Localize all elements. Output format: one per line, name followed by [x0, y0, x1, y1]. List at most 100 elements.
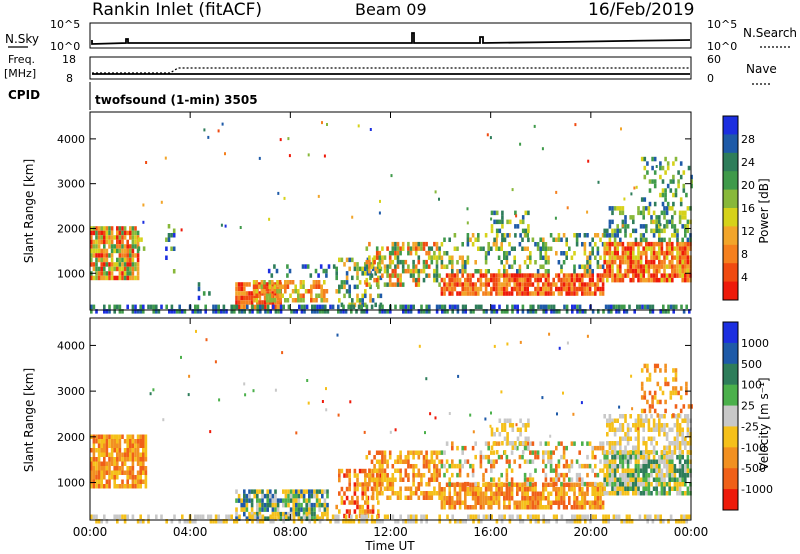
power-cell — [500, 260, 503, 265]
velocity-cell — [271, 493, 275, 499]
velocity-cell — [659, 386, 662, 391]
velocity-cell — [619, 427, 622, 432]
velocity-cell — [469, 491, 472, 496]
power-cell — [100, 262, 103, 267]
velocity-cell — [217, 514, 220, 519]
power-cell — [451, 260, 454, 265]
velocity-cell — [518, 487, 522, 492]
velocity-cell — [366, 486, 370, 492]
power-cell — [335, 271, 338, 276]
velocity-cell — [383, 514, 387, 519]
velocity-cell — [656, 399, 660, 405]
velocity-cell — [652, 455, 656, 460]
power-cell — [315, 284, 318, 289]
velocity-cell — [451, 500, 454, 505]
velocity-cell — [323, 489, 327, 494]
power-cell — [673, 246, 677, 251]
power-cell — [534, 286, 537, 292]
power-cell — [562, 277, 566, 283]
velocity-cell — [503, 496, 506, 501]
velocity-cell — [103, 461, 106, 466]
power-cell — [678, 273, 682, 278]
power-cell — [386, 268, 389, 274]
velocity-cell — [646, 377, 649, 382]
power-cell — [547, 255, 550, 260]
velocity-cell — [477, 491, 480, 496]
power-cell — [620, 304, 623, 310]
power-cell — [634, 273, 638, 278]
power-cell — [103, 257, 106, 263]
power-cell — [311, 309, 314, 314]
velocity-cell — [676, 486, 679, 491]
velocity-cell — [621, 436, 625, 441]
power-cell — [110, 275, 114, 281]
power-cell — [417, 273, 421, 278]
velocity-cell — [440, 487, 444, 492]
power-cell — [688, 309, 691, 314]
power-cell — [634, 259, 638, 265]
velocity-cell — [373, 519, 376, 524]
power-cell — [632, 215, 635, 220]
power-cell — [263, 284, 266, 289]
velocity-cell — [482, 454, 485, 460]
power-cell — [388, 250, 392, 256]
velocity-cell — [407, 455, 410, 460]
velocity-cell — [637, 477, 640, 482]
velocity-cell — [261, 498, 264, 503]
power-cell — [422, 277, 426, 283]
power-cell — [391, 241, 395, 247]
power-cell — [479, 269, 483, 274]
velocity-cell — [484, 487, 488, 492]
velocity-cell — [490, 500, 493, 505]
velocity-cell — [603, 450, 606, 455]
power-cell — [684, 224, 687, 229]
power-cell — [606, 268, 609, 274]
power-cell — [453, 277, 457, 283]
velocity-cell — [611, 477, 614, 482]
velocity-cell — [415, 514, 418, 519]
power-cell — [464, 304, 467, 310]
velocity-cell — [676, 418, 679, 423]
velocity-cell — [581, 481, 584, 487]
velocity-cell — [673, 414, 677, 419]
velocity-cell — [287, 489, 290, 494]
velocity-cell — [669, 395, 673, 400]
velocity-cell — [524, 423, 528, 428]
power-cell — [276, 280, 279, 285]
velocity-cell — [601, 505, 605, 510]
velocity-cell — [456, 519, 460, 524]
velocity-cell — [348, 477, 351, 483]
velocity-cell — [676, 468, 679, 473]
velocity-cell — [90, 484, 93, 489]
power-cell — [329, 304, 332, 310]
power-cell — [485, 309, 488, 314]
power-cell — [513, 260, 516, 265]
velocity-cell — [562, 391, 564, 395]
velocity-cell — [343, 513, 346, 519]
power-cell — [375, 255, 379, 260]
velocity-cell — [575, 459, 579, 464]
velocity-cell — [570, 505, 574, 510]
power-cell — [235, 282, 238, 287]
velocity-cell — [572, 412, 575, 416]
velocity-cell — [647, 450, 651, 455]
power-cell — [289, 280, 292, 285]
velocity-cell — [274, 493, 277, 499]
velocity-cell — [621, 468, 625, 473]
velocity-cell — [181, 514, 184, 519]
power-cell — [521, 237, 524, 242]
velocity-cell — [201, 514, 205, 519]
velocity-cell — [308, 519, 311, 524]
power-cell — [207, 135, 210, 139]
velocity-cell — [123, 519, 127, 524]
velocity-cell — [634, 427, 638, 432]
velocity-cell — [245, 507, 249, 512]
velocity-cell — [685, 386, 688, 391]
velocity-cell — [611, 455, 614, 460]
power-cell — [492, 277, 496, 283]
velocity-cell — [487, 454, 490, 460]
power-cell — [562, 233, 566, 238]
velocity-cell — [482, 496, 485, 501]
velocity-cell — [364, 486, 367, 492]
power-cell — [134, 235, 137, 240]
